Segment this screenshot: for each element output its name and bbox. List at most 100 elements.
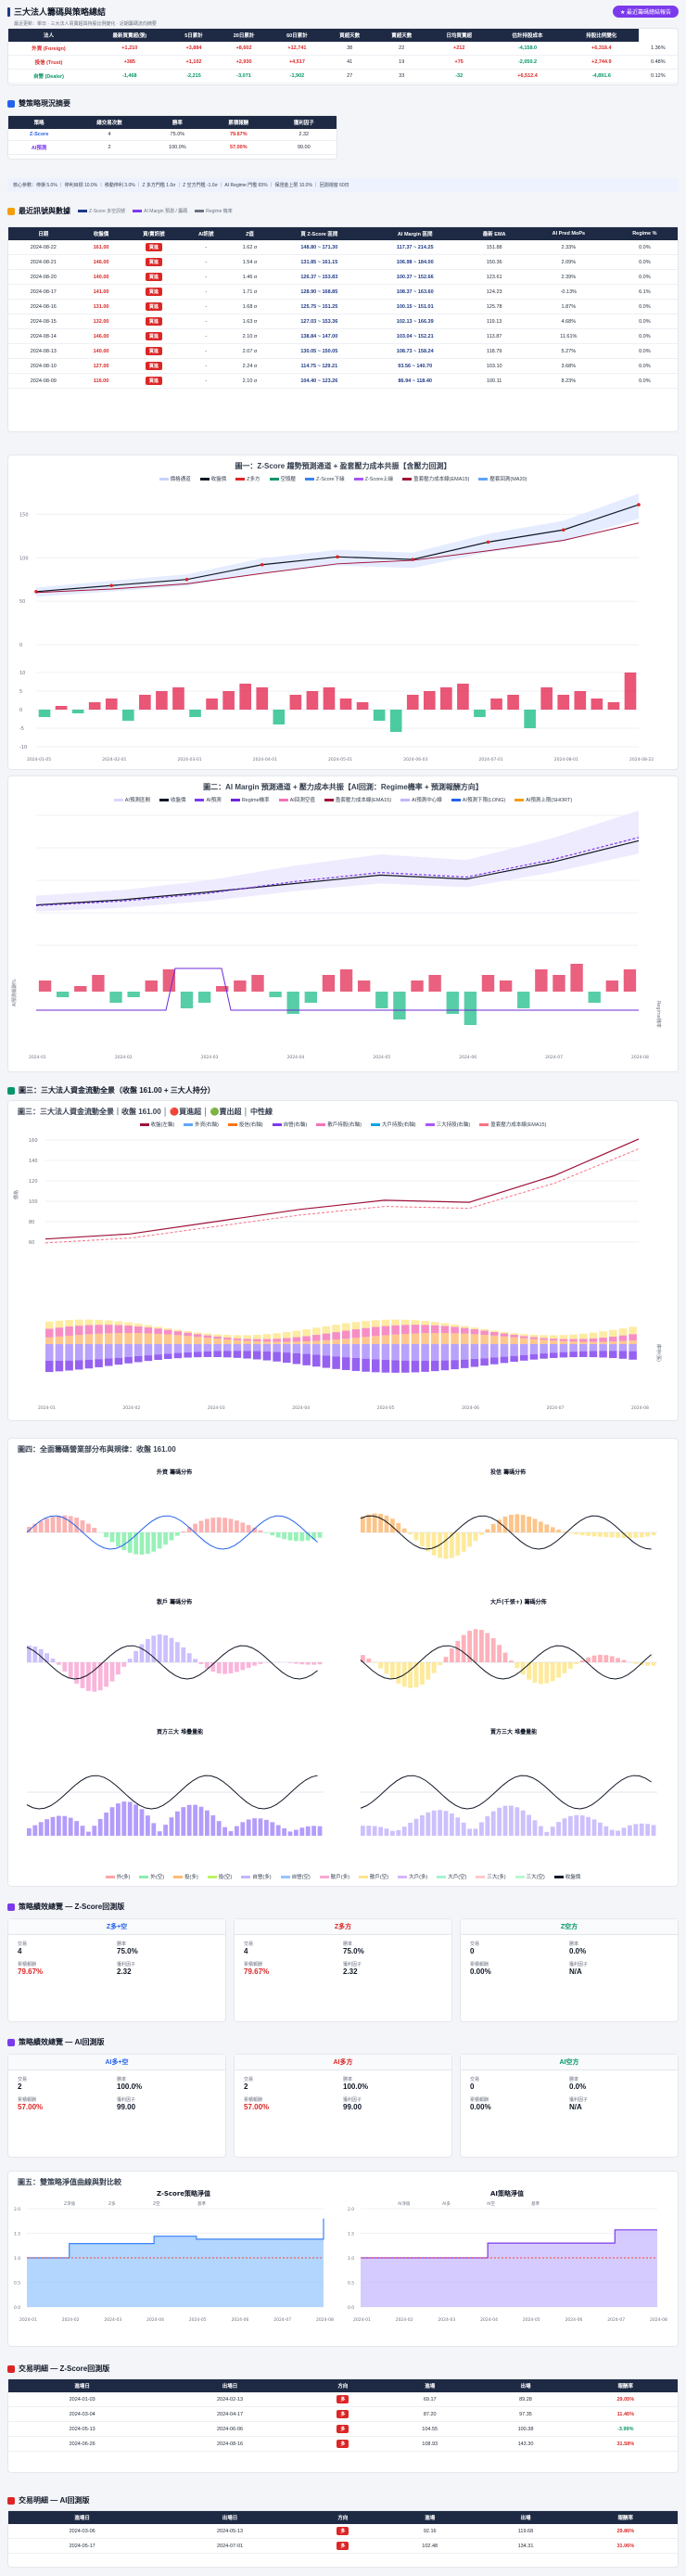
chart1-svg: 0 50 100 150 -10 -5 0 5 10 2024-01-05 2024-02-01 20… [19,493,654,763]
chart2-title: 圖二：AI Margin 預測通道 + 壓力成本共振【AI回測：Regime機率… [203,783,483,791]
signals-cell: 0.0% [611,358,678,374]
signals-cell: 138.84 ~ 147.00 [271,328,368,344]
chart4-bar [109,1662,115,1682]
signals-cell: 0.0% [611,343,678,359]
chart3-stack-bar [322,1326,331,1334]
chart3-stack-bar [253,1334,261,1339]
chart2-legend-item: AI預測下限(LONG) [451,796,505,803]
chart4-bar [127,1532,133,1553]
chart1-xtick: 2024-01-05 [27,757,51,763]
chart4-stack-bar [408,1822,413,1836]
chart3-stack-bar [243,1339,251,1341]
signals-cell: 0.0% [611,328,678,344]
chart5-xtick: 2024-03 [438,2317,455,2323]
chart2-legend-item: AI回測空值 [278,796,315,803]
perf-stat-value: 57.00% [18,2103,44,2111]
trades-ai-cell: 2024-07-01 [156,2538,304,2554]
chart2-legend-label: AI預測下限(LONG) [462,798,506,803]
chart3-stack-bar-neg [322,1344,331,1356]
chart4-legend-swatch [241,1876,251,1879]
chart4-bar [384,1515,389,1532]
chart3-stack-bar [609,1336,617,1342]
chart3-stack-bar-neg [105,1358,113,1366]
chart3-stack-bar [461,1333,469,1344]
report-button[interactable]: ★ 最近籌碼總結報告 [612,6,679,18]
signals-cell: - [184,314,229,329]
chart4-stack-bar [443,1811,449,1836]
chart4-bar [455,1640,461,1662]
chart4-line [360,1515,652,1550]
chart3-stack-bar [262,1334,272,1339]
chart3-stack-bar-neg [223,1344,232,1352]
chart4-legend-item: 投(多) [173,1873,198,1880]
chart4-bar [163,1532,168,1545]
perf-stat-label: 交易 [18,1942,28,1947]
chart4-legend-label: 三大(多) [487,1875,506,1880]
chart3-stack-bar-neg [589,1344,598,1352]
chart2-sub-bar [481,975,495,992]
chart3-stack-bar [75,1326,83,1336]
chart3-stack-bar-neg [540,1353,548,1359]
chart5-area [361,2229,657,2307]
chart1-sub-bar [38,710,51,717]
chart4-bar [532,1519,538,1532]
chart4-bar [44,1653,49,1662]
signals-cell: 0.0% [611,299,678,314]
summary-cell: 41 [324,55,376,70]
chart3-stack-bar [401,1333,410,1344]
chart3-stack-bar [84,1334,94,1344]
chart4-legend-item: 外(多) [105,1873,130,1880]
chart3-stack-bar [203,1338,212,1344]
chart4-bar [639,1532,644,1538]
chart5-xtick: 2024-07 [607,2317,625,2323]
trades-z-direction-badge: 多 [337,2440,349,2448]
summary-cell: +212 [427,42,491,56]
perf-card-title: Z多方 [235,1919,451,1935]
perf-card: AI多+空 交易 2 勝率 100.0% 累積報酬 57.00% 獲利因子 99.00 [7,2054,226,2158]
chart5-legend-label: 基準 [197,2200,206,2207]
perf-stat-value: 57.00% [244,2103,270,2111]
chart4-bar [598,1532,603,1537]
chart3-stack-bar-neg [223,1351,232,1358]
chart1-ytick: 150 [19,512,29,518]
chart3-stack-bar-neg [233,1351,242,1358]
chart4-bar [390,1662,395,1680]
chart3-ytick: 100 [29,1199,38,1205]
summary-cell: 38 [324,42,376,56]
chart2-sub-bar [304,992,318,1003]
signals-col-7: 最新 EMA [463,227,526,240]
chart3-ema-line [44,1148,640,1244]
chart1-xtick: 2024-04-01 [253,757,277,763]
chart2-series-line [35,837,640,906]
chart2-sub-bar [517,992,530,1008]
chart4-bar [32,1646,38,1662]
chart2-sub-bar [162,969,176,992]
chart5-legend-label: Z空 [153,2200,160,2207]
legend-item-2-label: Regime 機率 [206,209,233,214]
recent-signals-title: 最近訊號與數據 [19,207,70,215]
chart3-legend-item: 散戶持股(右軸) [316,1121,362,1128]
chart4-bar [621,1532,627,1539]
signals-cell: 127.00 [78,358,124,374]
strategy-col-3: 累積報酬 [206,116,272,129]
chart3-stack-bar-neg [194,1344,202,1352]
chart3-stack-bar [312,1335,321,1341]
chart3-stack-bar-neg [372,1359,380,1373]
title-accent [7,6,10,17]
chart3-stack-bar [55,1336,64,1344]
chart3-stack-bar [579,1341,588,1344]
chart3-stack-bar [550,1335,558,1339]
chart3-legend-label: 外資(右軸) [195,1122,219,1128]
chart3-stack-bar [342,1339,350,1344]
chart3-legend-item: 投信(右軸) [227,1121,263,1128]
chart3-stack-bar [490,1335,499,1344]
recent-signals-body: 2024-08-22 161.00 買進 -1.62 σ 148.80 ~ 171.30… [8,240,678,389]
summary-table-card: 法人 最新買賣超(張) 5日累計 20日累計 60日累計 買超天數 賣超天數 日均買賣超 估計持… [7,28,679,85]
ai-perf-heading: 策略績效總覽 — AI回測版 [7,2037,104,2047]
chart1-ytick: 100 [19,556,29,561]
chart2-legend-label: AI預測區間 [124,798,150,803]
chart4-bar [57,1515,61,1532]
chart4-bar [378,1513,383,1532]
chart2-legend-swatch [230,799,240,802]
page-title: 三大法人籌碼與策略總結 [7,6,679,18]
